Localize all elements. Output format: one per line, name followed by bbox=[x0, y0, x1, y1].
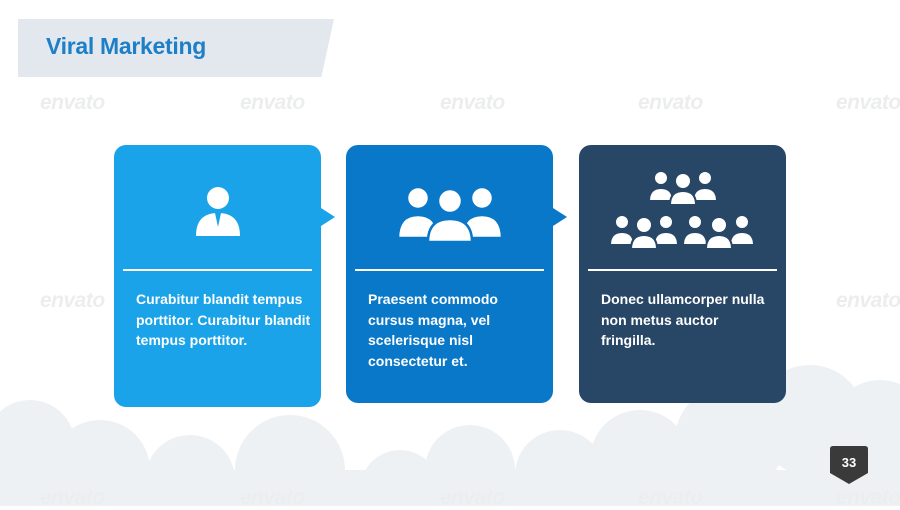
title-banner bbox=[18, 19, 334, 77]
watermark: envato bbox=[638, 91, 703, 114]
page-number-badge bbox=[830, 446, 868, 484]
watermark: envato bbox=[40, 486, 105, 509]
watermark: envato bbox=[836, 91, 900, 114]
arrow-right-icon bbox=[321, 208, 335, 226]
card-divider bbox=[355, 269, 544, 271]
watermark: envato bbox=[638, 486, 703, 509]
page-title: Viral Marketing bbox=[46, 33, 206, 59]
watermark: envato bbox=[836, 289, 900, 312]
card-crowd: Donec ullamcorper nulla non metus auctor… bbox=[579, 145, 786, 403]
card-text: Donec ullamcorper nulla non metus auctor… bbox=[601, 291, 765, 348]
single-person-icon bbox=[196, 187, 240, 236]
arrow-right-icon bbox=[553, 208, 567, 226]
page-number: 33 bbox=[841, 455, 857, 470]
watermark: envato bbox=[40, 91, 105, 114]
card-three-people: Praesent commodo cursus magna, vel scele… bbox=[346, 145, 553, 403]
card-single-person: Curabitur blandit tempus porttitor. Cura… bbox=[114, 145, 321, 407]
card-divider bbox=[588, 269, 777, 271]
card-text: Curabitur blandit tempus porttitor. Cura… bbox=[136, 291, 311, 348]
watermark: envato bbox=[240, 91, 305, 114]
watermark: envato bbox=[440, 486, 505, 509]
card-divider bbox=[123, 269, 312, 271]
watermark: envato bbox=[836, 486, 900, 509]
crowd-icon bbox=[608, 170, 756, 250]
watermark: envato bbox=[240, 486, 305, 509]
card-text: Praesent commodo cursus magna, vel scele… bbox=[368, 291, 498, 369]
three-people-icon bbox=[396, 185, 504, 244]
watermark: envato bbox=[440, 91, 505, 114]
watermark: envato bbox=[40, 289, 105, 312]
